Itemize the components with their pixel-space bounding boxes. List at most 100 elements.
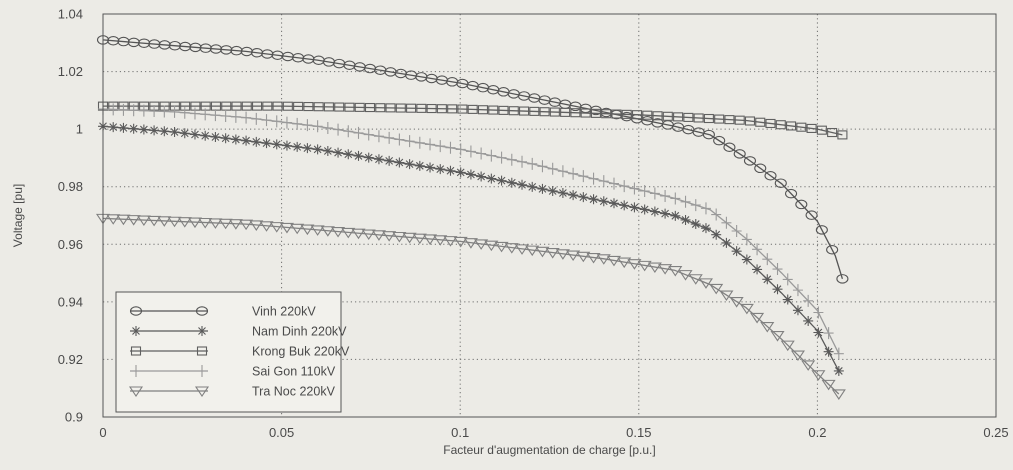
data-point xyxy=(463,238,478,249)
plus-marker-shape xyxy=(343,125,354,138)
legend-label: Nam Dinh 220kV xyxy=(252,325,347,339)
data-point xyxy=(827,127,838,138)
triangle-marker-shape xyxy=(790,350,805,362)
data-point xyxy=(159,105,170,118)
star-marker-shape xyxy=(629,202,640,213)
data-point xyxy=(504,243,519,254)
data-point xyxy=(642,110,653,120)
data-point xyxy=(698,278,714,289)
data-point xyxy=(750,312,765,324)
data-point xyxy=(343,125,354,138)
data-point xyxy=(363,152,374,163)
star-marker-shape xyxy=(189,129,200,140)
square-marker-shape xyxy=(837,130,848,140)
data-point xyxy=(752,264,763,275)
circle-marker-shape xyxy=(168,40,181,51)
plus-marker-shape xyxy=(578,170,589,183)
star-marker-shape xyxy=(118,122,129,133)
plus-marker-shape xyxy=(588,172,599,185)
data-point xyxy=(702,129,715,140)
triangle-marker-shape xyxy=(279,222,294,234)
data-point xyxy=(547,185,558,196)
data-point xyxy=(425,162,436,173)
triangle-marker-shape xyxy=(126,215,141,226)
data-point xyxy=(320,226,335,237)
data-point xyxy=(177,217,192,228)
data-point xyxy=(488,105,499,115)
triangle-marker-shape xyxy=(194,386,210,397)
data-point xyxy=(549,107,560,117)
data-point xyxy=(790,350,805,362)
data-point xyxy=(815,225,828,235)
data-point xyxy=(189,107,200,120)
data-point xyxy=(271,115,282,128)
data-point xyxy=(179,41,192,52)
data-point xyxy=(117,36,130,47)
plus-marker-shape xyxy=(772,263,783,276)
triangle-marker-shape xyxy=(831,389,846,400)
star-marker-shape xyxy=(557,188,568,199)
x-tick-label: 0 xyxy=(99,425,106,440)
data-point xyxy=(394,157,405,168)
data-point xyxy=(373,130,384,143)
legend-item-krong-buk-220kv: Krong Buk 220kV xyxy=(130,345,350,359)
square-marker-shape xyxy=(251,101,263,111)
data-point xyxy=(455,143,466,156)
triangle-marker-shape xyxy=(494,241,509,253)
data-point xyxy=(382,231,397,242)
square-marker-shape xyxy=(560,107,571,117)
star-marker-shape xyxy=(179,128,190,139)
data-point xyxy=(484,240,499,252)
data-point xyxy=(560,107,571,117)
data-point xyxy=(209,44,223,54)
data-point xyxy=(118,103,129,116)
data-point xyxy=(700,202,711,215)
plus-marker-shape xyxy=(619,180,630,193)
data-point xyxy=(477,105,489,115)
triangle-marker-shape xyxy=(187,217,203,229)
triangle-marker-shape xyxy=(269,222,284,233)
data-point xyxy=(231,101,242,111)
data-point xyxy=(147,215,162,227)
star-marker-shape xyxy=(578,192,589,203)
data-point xyxy=(476,147,487,160)
triangle-marker-shape xyxy=(535,246,550,258)
tick-labels: 0 0.05 0.1 0.15 0.2 0.25 0.9 0.92 0.94 0.96 0.98 1 1… xyxy=(58,7,1009,441)
plus-marker-shape xyxy=(394,133,405,146)
star-marker-shape xyxy=(241,135,252,146)
star-marker-shape xyxy=(138,124,149,135)
circle-marker-shape xyxy=(815,225,828,235)
data-point xyxy=(731,246,742,257)
data-point xyxy=(187,217,203,229)
data-point xyxy=(527,157,538,170)
data-point xyxy=(149,125,160,136)
data-point xyxy=(529,106,540,116)
triangle-marker-shape xyxy=(514,244,530,255)
data-point xyxy=(662,111,673,121)
data-point xyxy=(649,187,660,200)
data-point xyxy=(831,389,846,400)
legend-marker xyxy=(196,346,208,356)
data-point xyxy=(159,126,170,137)
plus-marker-shape xyxy=(333,123,344,136)
plus-marker-shape xyxy=(762,253,773,266)
triangle-marker-shape xyxy=(709,283,724,295)
data-point xyxy=(821,379,836,391)
data-point xyxy=(128,104,139,117)
triangle-marker-shape xyxy=(351,228,366,240)
triangle-marker-shape xyxy=(739,303,754,315)
plus-marker-shape xyxy=(711,208,722,221)
star-marker-shape xyxy=(711,229,722,240)
data-point xyxy=(167,216,182,228)
plus-marker-shape xyxy=(455,143,466,156)
data-point xyxy=(292,141,303,152)
square-marker-shape xyxy=(693,113,704,123)
legend-marker xyxy=(195,306,209,316)
data-point xyxy=(149,105,160,118)
data-point xyxy=(279,222,294,234)
square-marker-shape xyxy=(539,107,550,117)
circle-marker-shape xyxy=(826,245,839,255)
star-marker-shape xyxy=(527,181,538,192)
star-marker-shape xyxy=(414,160,425,171)
